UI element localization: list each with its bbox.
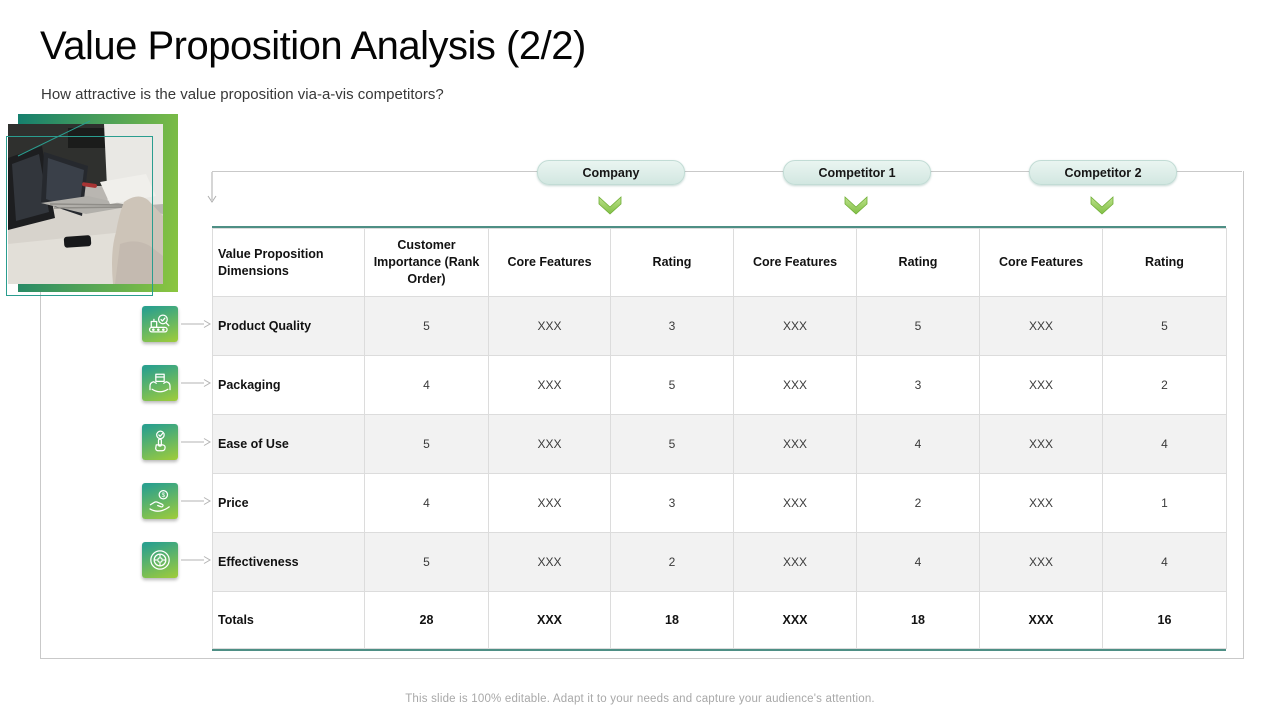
- quality-inspection-icon: [142, 306, 178, 342]
- cell: 4: [856, 414, 980, 474]
- chevron-down-icon: [598, 196, 622, 215]
- cell: 1: [1102, 473, 1227, 533]
- column-header: Value Proposition Dimensions: [212, 228, 365, 297]
- cell: 18: [856, 591, 980, 649]
- cell: 5: [364, 296, 489, 356]
- effectiveness-icon: [142, 542, 178, 578]
- chevron-down-icon: [1090, 196, 1114, 215]
- price-icon: $: [142, 483, 178, 519]
- cell: XXX: [733, 591, 857, 649]
- group-header-company: Company: [537, 160, 685, 185]
- down-arrow-icon: [207, 172, 217, 203]
- cell: 4: [856, 532, 980, 592]
- photo-diagonal-line: [17, 120, 91, 157]
- cell: XXX: [488, 532, 611, 592]
- cell: XXX: [733, 414, 857, 474]
- cell: 5: [856, 296, 980, 356]
- cell: XXX: [979, 296, 1103, 356]
- cell: XXX: [733, 532, 857, 592]
- cell: 2: [610, 532, 734, 592]
- table-row: Price 4 XXX 3 XXX 2 XXX 1: [212, 473, 1227, 533]
- table-row: Product Quality 5 XXX 3 XXX 5 XXX 5: [212, 296, 1227, 356]
- arrow-right-icon: [181, 497, 211, 505]
- cell: 3: [610, 473, 734, 533]
- column-header: Rating: [856, 228, 980, 297]
- cell: XXX: [979, 355, 1103, 415]
- cell: 16: [1102, 591, 1227, 649]
- cell: XXX: [488, 414, 611, 474]
- cell: XXX: [979, 532, 1103, 592]
- arrow-right-icon: [181, 556, 211, 564]
- row-label: Price: [212, 473, 365, 533]
- packaging-icon: [142, 365, 178, 401]
- photo-outline-frame: [6, 136, 153, 296]
- cell: 4: [1102, 532, 1227, 592]
- group-header-competitor-2: Competitor 2: [1029, 160, 1177, 185]
- cell: XXX: [488, 591, 611, 649]
- cell: 2: [1102, 355, 1227, 415]
- cell: XXX: [488, 355, 611, 415]
- cell: XXX: [733, 473, 857, 533]
- cell: 5: [364, 414, 489, 474]
- chevron-down-icon: [844, 196, 868, 215]
- row-label: Product Quality: [212, 296, 365, 356]
- cell: 4: [1102, 414, 1227, 474]
- group-header-competitor-1: Competitor 1: [783, 160, 931, 185]
- table-row: Packaging 4 XXX 5 XXX 3 XXX 2: [212, 355, 1227, 415]
- cell: XXX: [979, 473, 1103, 533]
- cell: 4: [364, 473, 489, 533]
- cell: XXX: [733, 355, 857, 415]
- cell: 5: [364, 532, 489, 592]
- connector-line: [212, 171, 1242, 172]
- svg-text:$: $: [162, 492, 166, 499]
- header-row: Value Proposition Dimensions Customer Im…: [212, 228, 1227, 297]
- table-row: Ease of Use 5 XXX 5 XXX 4 XXX 4: [212, 414, 1227, 474]
- column-header: Rating: [1102, 228, 1227, 297]
- cell: XXX: [488, 296, 611, 356]
- column-header: Core Features: [979, 228, 1103, 297]
- column-header: Rating: [610, 228, 734, 297]
- cell: 18: [610, 591, 734, 649]
- cell: XXX: [733, 296, 857, 356]
- column-header: Core Features: [488, 228, 611, 297]
- office-desk-photo: [8, 124, 163, 284]
- column-header: Customer Importance (Rank Order): [364, 228, 489, 297]
- page-title: Value Proposition Analysis (2/2): [40, 24, 586, 68]
- row-label: Effectiveness: [212, 532, 365, 592]
- cell: XXX: [488, 473, 611, 533]
- column-header: Core Features: [733, 228, 857, 297]
- cell: XXX: [979, 414, 1103, 474]
- editable-note: This slide is 100% editable. Adapt it to…: [405, 693, 875, 705]
- arrow-right-icon: [181, 379, 211, 387]
- row-label: Ease of Use: [212, 414, 365, 474]
- cell: 28: [364, 591, 489, 649]
- table-row: Effectiveness 5 XXX 2 XXX 4 XXX 4: [212, 532, 1227, 592]
- totals-row: Totals 28 XXX 18 XXX 18 XXX 16: [212, 591, 1227, 649]
- arrow-right-icon: [181, 320, 211, 328]
- arrow-right-icon: [181, 438, 211, 446]
- page-subtitle: How attractive is the value proposition …: [41, 86, 444, 103]
- cell: 5: [610, 414, 734, 474]
- cell: XXX: [979, 591, 1103, 649]
- cell: 4: [364, 355, 489, 415]
- cell: 3: [856, 355, 980, 415]
- ease-of-use-icon: [142, 424, 178, 460]
- row-label: Packaging: [212, 355, 365, 415]
- content-frame: [40, 171, 1244, 659]
- row-label: Totals: [212, 591, 365, 649]
- cell: 5: [610, 355, 734, 415]
- cell: 5: [1102, 296, 1227, 356]
- cell: 2: [856, 473, 980, 533]
- comparison-table: Value Proposition Dimensions Customer Im…: [212, 226, 1227, 651]
- cell: 3: [610, 296, 734, 356]
